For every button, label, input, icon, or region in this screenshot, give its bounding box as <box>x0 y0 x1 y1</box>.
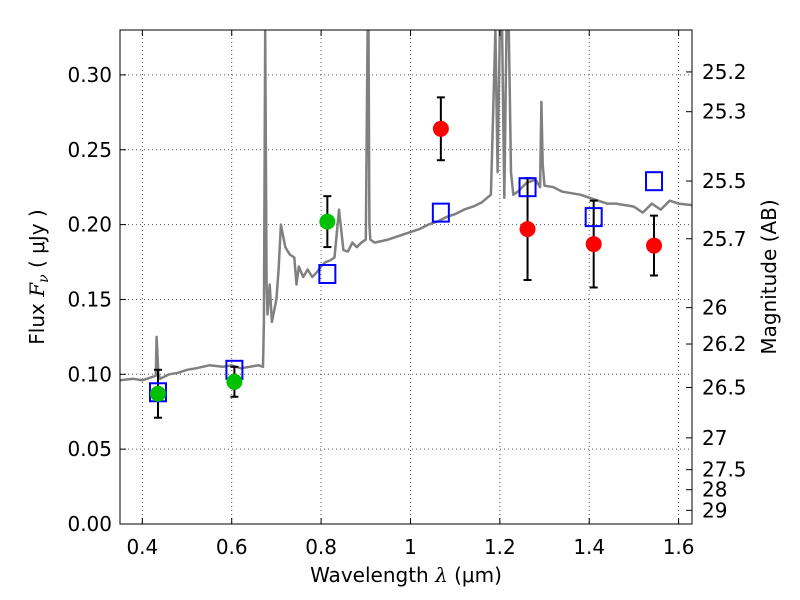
x-axis: 0.4 0.6 0.8 1 1.2 1.4 1.6 <box>126 30 695 559</box>
grid <box>120 30 692 525</box>
data-point <box>319 213 336 230</box>
data-points <box>148 120 664 403</box>
y2-tick-label: 26 <box>702 296 727 320</box>
model-square <box>431 202 450 223</box>
y-axis: 0.00 0.05 0.10 0.15 0.20 0.25 0.30 <box>67 63 126 536</box>
y-axis-label: Flux Fν ( μJy ) <box>25 209 52 344</box>
y2-tick-label: 25.5 <box>702 169 747 193</box>
x-axis-label: Wavelength λ (μm) <box>310 563 502 587</box>
data-point <box>432 120 449 137</box>
y2-tick-label: 25.3 <box>702 100 747 124</box>
model-square <box>318 264 337 285</box>
x-tick-label: 0.4 <box>126 535 158 559</box>
data-point <box>519 221 536 238</box>
y2-tick-label: 26.5 <box>702 375 747 399</box>
x-tick-label: 1.6 <box>663 535 695 559</box>
data-point <box>149 385 166 402</box>
y-tick-label: 0.30 <box>67 63 112 87</box>
y-tick-label: 0.20 <box>67 213 112 237</box>
data-point <box>646 237 663 254</box>
x-tick-label: 0.8 <box>305 535 337 559</box>
y-tick-label: 0.15 <box>67 287 112 311</box>
y-tick-label: 0.00 <box>67 512 112 536</box>
y2-tick-label: 25.2 <box>702 60 747 84</box>
data-point <box>585 236 602 253</box>
y-tick-label: 0.05 <box>67 437 112 461</box>
spectrum-line <box>120 30 692 382</box>
y-tick-label: 0.25 <box>67 138 112 162</box>
model-square <box>584 207 603 228</box>
spectrum-path <box>120 30 692 382</box>
x-tick-label: 1.2 <box>484 535 516 559</box>
y2-tick-label: 27 <box>702 426 727 450</box>
y2-tick-label: 26.2 <box>702 332 747 356</box>
y2-tick-label: 25.7 <box>702 227 747 251</box>
data-point <box>226 373 243 390</box>
model-square <box>645 171 664 192</box>
y2-tick-label: 27.5 <box>702 458 747 482</box>
x-tick-label: 1.4 <box>573 535 605 559</box>
x-tick-label: 1 <box>404 535 417 559</box>
plot-frame <box>119 29 693 525</box>
error-bars <box>153 96 659 419</box>
y2-axis-label: Magnitude (AB) <box>757 199 781 354</box>
x-tick-label: 0.6 <box>216 535 248 559</box>
model-square <box>518 177 537 198</box>
y2-tick-label: 29 <box>702 498 727 522</box>
y-tick-label: 0.10 <box>67 362 112 386</box>
y2-tick-label: 28 <box>702 478 727 502</box>
